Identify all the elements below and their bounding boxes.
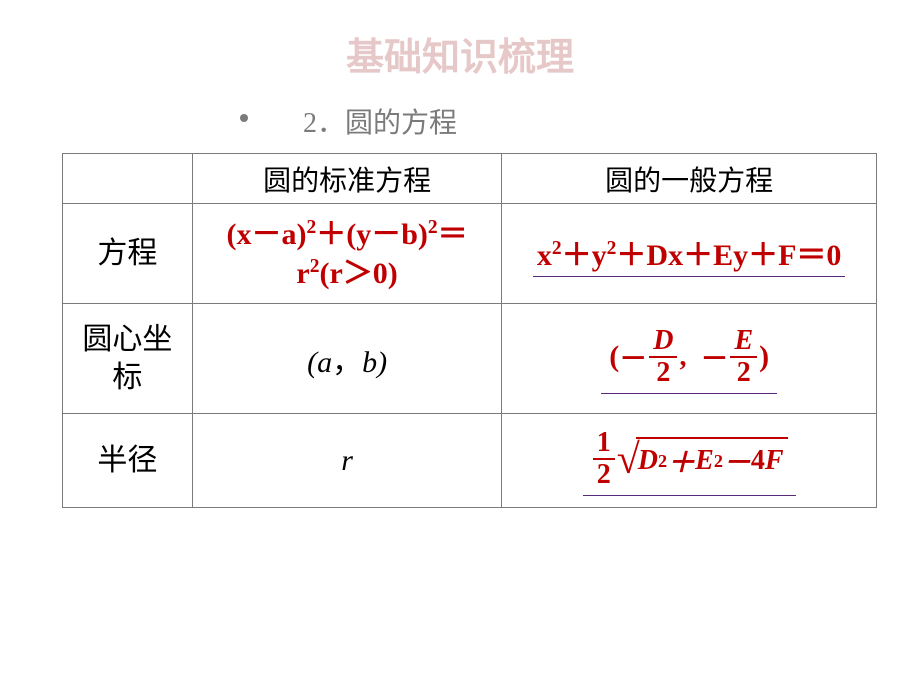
section-subtitle: 2．圆的方程	[0, 101, 920, 153]
label-radius: 半径	[63, 414, 193, 508]
cell-standard-radius: r	[192, 414, 502, 508]
bullet-icon	[240, 114, 248, 122]
table-header-row: 圆的标准方程 圆的一般方程	[63, 154, 877, 204]
equation-table: 圆的标准方程 圆的一般方程 方程 (x－a)2＋(y－b)2＝ r2(r＞0) …	[62, 153, 877, 508]
cell-standard-equation: (x－a)2＋(y－b)2＝ r2(r＞0)	[192, 204, 502, 304]
cell-general-center: (－D2, －E2)	[502, 304, 877, 414]
cell-standard-center: (a，b)	[192, 304, 502, 414]
label-equation: 方程	[63, 204, 193, 304]
cell-general-equation: x2＋y2＋Dx＋Ey＋F＝0	[502, 204, 877, 304]
label-center: 圆心坐标	[63, 304, 193, 414]
row-radius: 半径 r 12√D2＋E2－4F	[63, 414, 877, 508]
page-title: 基础知识梳理	[0, 0, 920, 101]
std-eq-line2: r2(r＞0)	[296, 257, 397, 290]
std-eq-line1: (x－a)2＋(y－b)2＝	[226, 218, 467, 251]
header-general: 圆的一般方程	[502, 154, 877, 204]
header-standard: 圆的标准方程	[192, 154, 502, 204]
cell-general-radius: 12√D2＋E2－4F	[502, 414, 877, 508]
gen-eq: x2＋y2＋Dx＋Ey＋F＝0	[533, 230, 846, 277]
row-equation: 方程 (x－a)2＋(y－b)2＝ r2(r＞0) x2＋y2＋Dx＋Ey＋F＝…	[63, 204, 877, 304]
header-empty	[63, 154, 193, 204]
subtitle-text: 2．圆的方程	[303, 108, 457, 139]
row-center: 圆心坐标 (a，b) (－D2, －E2)	[63, 304, 877, 414]
